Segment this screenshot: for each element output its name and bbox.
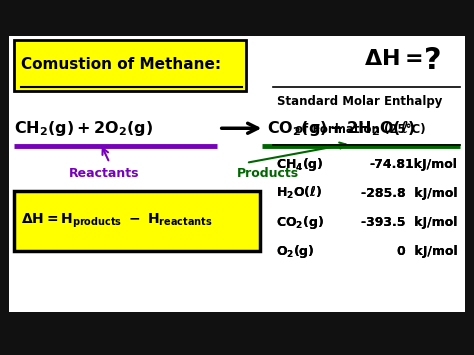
FancyBboxPatch shape bbox=[14, 40, 246, 91]
Text: $\mathbf{H_2O(\ell)}$: $\mathbf{H_2O(\ell)}$ bbox=[276, 185, 322, 201]
Text: $\mathbf{O_2(g)}$: $\mathbf{O_2(g)}$ bbox=[276, 243, 314, 260]
Text: $\mathbf{CH_4(g)}$: $\mathbf{CH_4(g)}$ bbox=[276, 156, 323, 173]
Text: -285.8  kJ/mol: -285.8 kJ/mol bbox=[361, 187, 458, 200]
Text: -74.81kJ/mol: -74.81kJ/mol bbox=[370, 158, 458, 171]
Text: $\mathbf{CH_2(g) + 2O_2(g)}$: $\mathbf{CH_2(g) + 2O_2(g)}$ bbox=[14, 119, 153, 138]
Text: of Formation (25°C): of Formation (25°C) bbox=[294, 123, 425, 136]
Text: $\mathbf{\Delta H =\ }$: $\mathbf{\Delta H =\ }$ bbox=[365, 49, 423, 69]
Text: $\mathbf{H_2O(\ell)}$: $\mathbf{H_2O(\ell)}$ bbox=[276, 185, 322, 201]
Text: 0  kJ/mol: 0 kJ/mol bbox=[397, 245, 458, 258]
Text: Reactants: Reactants bbox=[69, 168, 139, 180]
FancyBboxPatch shape bbox=[9, 36, 465, 312]
Text: $\mathbf{\Delta H = H_{products}\ -\ H_{reactants}}$: $\mathbf{\Delta H = H_{products}\ -\ H_{… bbox=[21, 212, 212, 230]
Text: -74.81kJ/mol: -74.81kJ/mol bbox=[370, 158, 458, 171]
Text: $\mathbf{O_2(g)}$: $\mathbf{O_2(g)}$ bbox=[276, 243, 314, 260]
Text: 0  kJ/mol: 0 kJ/mol bbox=[397, 245, 458, 258]
Text: $\mathbf{CH_4(g)}$: $\mathbf{CH_4(g)}$ bbox=[276, 156, 323, 173]
Text: Standard Molar Enthalpy: Standard Molar Enthalpy bbox=[277, 95, 443, 109]
Text: Comustion of Methane:: Comustion of Methane: bbox=[21, 57, 221, 72]
Text: $\mathbf{CO_2(g)}$: $\mathbf{CO_2(g)}$ bbox=[276, 214, 323, 231]
Text: -285.8  kJ/mol: -285.8 kJ/mol bbox=[361, 187, 458, 200]
Text: -393.5  kJ/mol: -393.5 kJ/mol bbox=[361, 216, 458, 229]
Text: $\mathbf{CO_2(g) + 2H_2O(\ell)}$: $\mathbf{CO_2(g) + 2H_2O(\ell)}$ bbox=[266, 119, 415, 138]
Text: $\mathbf{CO_2(g)}$: $\mathbf{CO_2(g)}$ bbox=[276, 214, 323, 231]
Text: -393.5  kJ/mol: -393.5 kJ/mol bbox=[361, 216, 458, 229]
Text: ?: ? bbox=[424, 46, 441, 75]
FancyBboxPatch shape bbox=[14, 191, 260, 251]
Text: Products: Products bbox=[237, 168, 299, 180]
